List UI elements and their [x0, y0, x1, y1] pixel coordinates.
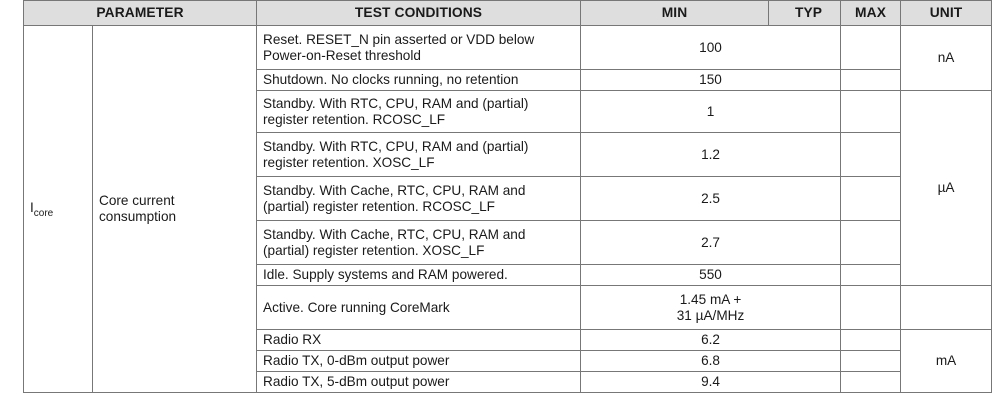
max-cell: [840, 25, 902, 70]
typ-cell: 6.8: [580, 350, 842, 372]
typ-cell: 150: [580, 69, 842, 91]
unit-cell-ma: mA: [900, 329, 993, 393]
core-current-spec-table: PARAMETER TEST CONDITIONS MIN TYP MAX UN…: [22, 0, 993, 393]
condition-cell: Standby. With Cache, RTC, CPU, RAM and (…: [256, 176, 582, 221]
table-row: Standby. With Cache, RTC, CPU, RAM and (…: [24, 220, 992, 265]
condition-cell: Standby. With RTC, CPU, RAM and (partial…: [256, 132, 582, 177]
typ-cell: 2.7: [580, 220, 842, 265]
max-cell: [840, 220, 902, 265]
condition-cell: Standby. With RTC, CPU, RAM and (partial…: [256, 90, 582, 133]
max-cell: [840, 371, 902, 393]
unit-cell-ua: µA: [900, 90, 993, 286]
condition-cell: Idle. Supply systems and RAM powered.: [256, 264, 582, 286]
typ-cell: 100: [580, 25, 842, 70]
header-max: MAX: [840, 0, 902, 26]
typ-cell: 550: [580, 264, 842, 286]
condition-cell: Active. Core running CoreMark: [256, 285, 582, 330]
condition-cell: Radio RX: [256, 329, 582, 351]
table-row: Icore Core current consumption Reset. RE…: [23, 25, 993, 393]
condition-cell: Radio TX, 5-dBm output power: [256, 371, 582, 393]
parameter-symbol: Icore: [23, 25, 93, 393]
table-row: Shutdown. No clocks running, no retentio…: [24, 69, 992, 91]
spec-table-container: PARAMETER TEST CONDITIONS MIN TYP MAX UN…: [22, 0, 993, 393]
header-unit: UNIT: [900, 0, 993, 26]
condition-cell: Reset. RESET_N pin asserted or VDD below…: [256, 25, 582, 70]
table-row: Idle. Supply systems and RAM powered. 55…: [24, 264, 992, 286]
condition-cell: Standby. With Cache, RTC, CPU, RAM and (…: [256, 220, 582, 265]
max-cell: [840, 350, 902, 372]
unit-cell-na: nA: [900, 25, 993, 91]
condition-cell: Shutdown. No clocks running, no retentio…: [256, 69, 582, 91]
typ-cell: 2.5: [580, 176, 842, 221]
typ-cell: 1.2: [580, 132, 842, 177]
max-cell: [840, 176, 902, 221]
header-min: MIN: [580, 0, 770, 26]
max-cell: [840, 329, 902, 351]
table-row: Standby. With Cache, RTC, CPU, RAM and (…: [24, 176, 992, 221]
typ-cell: 9.4: [580, 371, 842, 393]
table-row: Radio RX 6.2 mA: [24, 329, 993, 393]
max-cell: [840, 132, 902, 177]
symbol-main: I: [30, 200, 34, 215]
header-parameter: PARAMETER: [22, 0, 258, 26]
symbol-subscript: core: [33, 208, 54, 219]
max-cell: [840, 264, 902, 286]
header-test-conditions: TEST CONDITIONS: [256, 0, 582, 26]
table-row: Radio TX, 0-dBm output power 6.8: [24, 350, 992, 372]
unit-cell-empty: [900, 285, 993, 330]
max-cell: [840, 285, 902, 330]
max-cell: [840, 90, 902, 133]
max-cell: [840, 69, 902, 91]
condition-cell: Radio TX, 0-dBm output power: [256, 350, 582, 372]
header-typ: TYP: [768, 0, 842, 26]
typ-cell: 1: [580, 90, 842, 133]
table-row: Standby. With RTC, CPU, RAM and (partial…: [24, 132, 992, 177]
table-header-row: PARAMETER TEST CONDITIONS MIN TYP MAX UN…: [22, 0, 993, 26]
typ-cell: 6.2: [580, 329, 842, 351]
table-row: Active. Core running CoreMark 1.45 mA + …: [24, 285, 993, 330]
parameter-description: Core current consumption: [91, 25, 258, 393]
table-row: Radio TX, 5-dBm output power 9.4: [24, 371, 992, 393]
typ-cell: 1.45 mA + 31 µA/MHz: [580, 285, 842, 330]
